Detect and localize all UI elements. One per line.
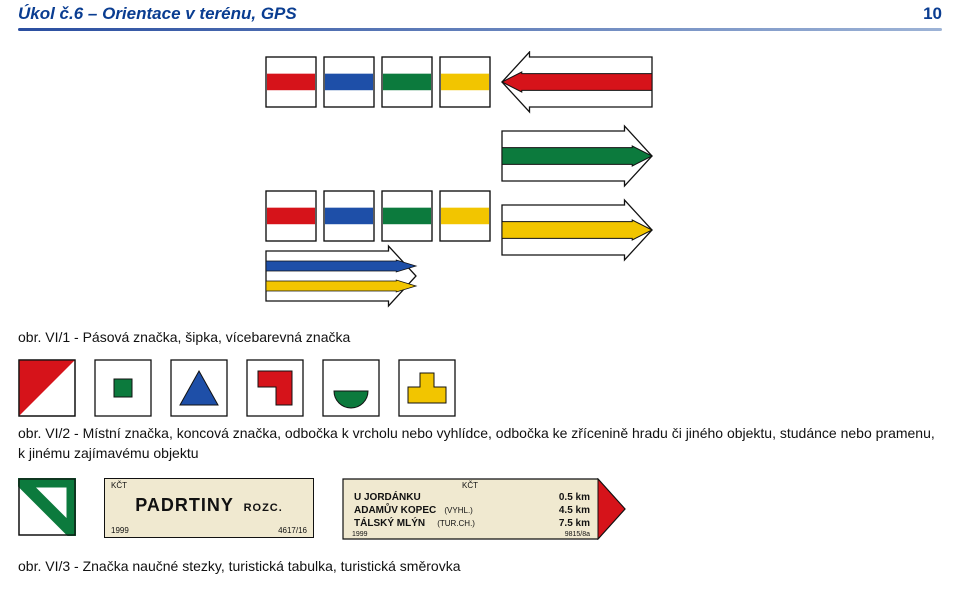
svg-text:9815/8a: 9815/8a (565, 531, 590, 538)
svg-text:ADAMŮV KOPEC: ADAMŮV KOPEC (354, 502, 436, 516)
spring-turn-icon (322, 359, 380, 417)
svg-text:0.5 km: 0.5 km (559, 492, 590, 503)
plate1-br: 4617/16 (278, 526, 307, 535)
figure-3-row: KČT PADRTINY ROZC. 1999 4617/16 KČT U JOR… (18, 478, 942, 540)
ruin-turn-icon (246, 359, 304, 417)
plate1-bl: 1999 (111, 526, 129, 535)
nature-trail-icon (18, 478, 76, 536)
svg-text:4.5 km: 4.5 km (559, 505, 590, 516)
figure-1 (260, 51, 700, 311)
page-title: Úkol č.6 – Orientace v terénu, GPS (18, 4, 297, 24)
plate1-sub: ROZC. (244, 502, 283, 514)
svg-text:TÁLSKÝ MLÝN: TÁLSKÝ MLÝN (354, 516, 425, 529)
figure-2-row (18, 359, 942, 417)
object-turn-icon (398, 359, 456, 417)
local-mark-icon (18, 359, 76, 417)
plate1-top: KČT (111, 481, 127, 490)
peak-turn-icon (170, 359, 228, 417)
plate1-main: PADRTINY (135, 495, 233, 515)
svg-text:7.5 km: 7.5 km (559, 518, 590, 529)
page-number: 10 (923, 4, 942, 24)
svg-text:KČT: KČT (462, 481, 478, 490)
svg-text:U JORDÁNKU: U JORDÁNKU (354, 490, 421, 503)
caption-3: obr. VI/3 - Značka naučné stezky, turist… (18, 558, 942, 574)
caption-1: obr. VI/1 - Pásová značka, šipka, víceba… (18, 329, 942, 345)
caption-2: obr. VI/2 - Místní značka, koncová značk… (18, 423, 942, 464)
svg-text:1999: 1999 (352, 531, 368, 538)
end-mark-icon (94, 359, 152, 417)
svg-text:(TUR.CH.): (TUR.CH.) (437, 519, 475, 528)
svg-text:(VYHL.): (VYHL.) (444, 506, 473, 515)
tourist-plate: KČT PADRTINY ROZC. 1999 4617/16 (104, 478, 314, 538)
tourist-signpost: KČT U JORDÁNKU 0.5 km ADAMŮV KOPEC (VYHL.) 4.… (342, 478, 626, 540)
header-rule (18, 28, 942, 31)
